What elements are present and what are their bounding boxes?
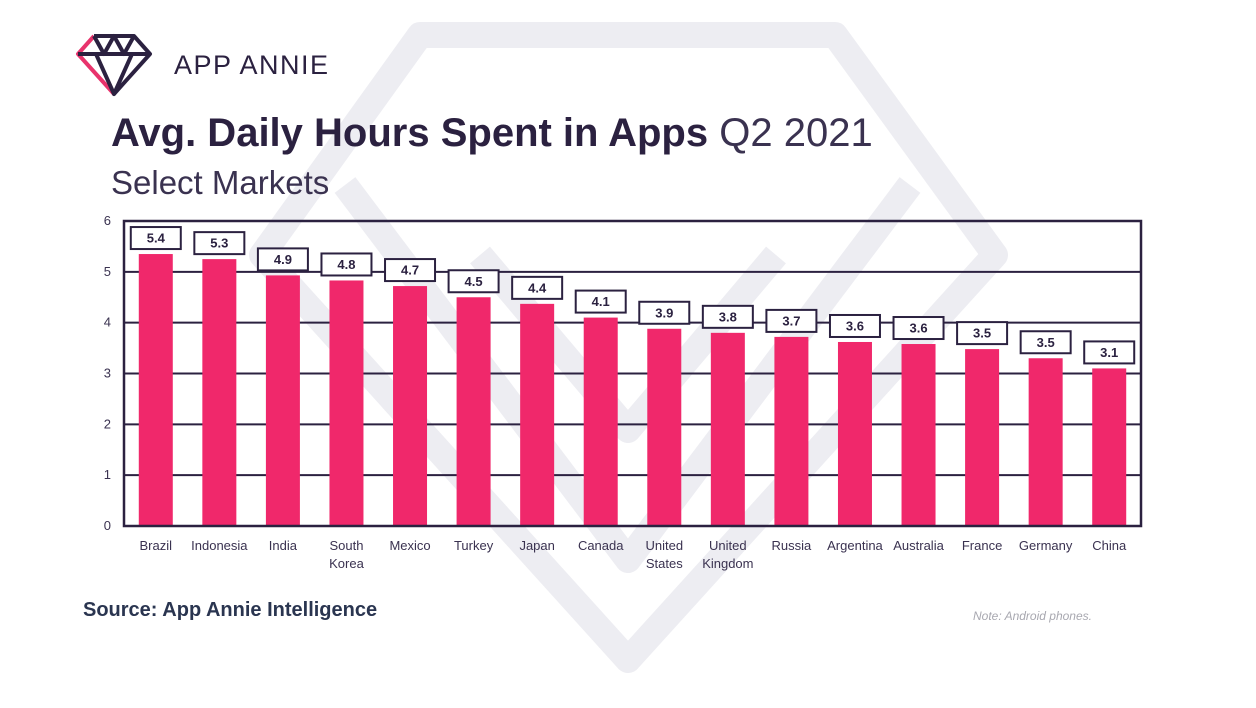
brand-header: APP ANNIE [74,30,330,100]
note-text: Note: Android phones. [973,609,1092,623]
y-tick-label: 4 [104,315,111,330]
bar [1092,368,1127,526]
y-tick-label: 2 [104,416,111,431]
bar [837,341,872,526]
data-label-box [638,300,691,325]
bar [520,303,555,526]
x-tick-label: Indonesia [191,538,248,553]
bar [138,254,173,526]
data-label: 3.5 [1037,335,1055,350]
data-label: 3.1 [1100,345,1118,360]
bar [202,259,237,526]
x-tick-label: United [645,538,683,553]
x-tick-label: Brazil [140,538,173,553]
data-label-box [256,247,309,272]
x-tick-label: Argentina [827,538,883,553]
x-tick-label: Japan [519,538,554,553]
chart-title: Avg. Daily Hours Spent in Apps Q2 2021 [111,108,873,158]
x-tick-label: India [269,538,298,553]
data-label-box [892,316,945,341]
data-label: 5.4 [147,231,166,246]
x-tick-label: Germany [1019,538,1073,553]
x-tick-label: France [962,538,1002,553]
data-label-box [956,321,1009,346]
bar [774,336,809,526]
data-label: 4.8 [337,257,355,272]
data-label-box [1019,330,1072,355]
bar [456,297,491,526]
source-text: Source: App Annie Intelligence [83,599,378,621]
data-label-box [701,304,754,329]
plot-frame [122,219,1143,528]
x-tick-label: Korea [329,556,364,571]
x-tick-label: Mexico [389,538,430,553]
x-tick-label: China [1092,538,1127,553]
data-label: 4.4 [528,280,547,295]
bar [393,286,428,526]
data-label: 3.8 [719,309,737,324]
data-label: 3.6 [846,318,864,333]
x-tick-label: South [329,538,363,553]
data-label-box [765,308,818,333]
y-tick-label: 1 [104,467,111,482]
data-label: 4.9 [274,252,292,267]
data-label: 4.1 [592,294,610,309]
data-label: 3.9 [655,305,673,320]
data-label: 4.5 [465,274,483,289]
chart-title-period: Q2 2021 [719,111,873,155]
y-tick-label: 5 [104,264,111,279]
bar [901,344,936,526]
y-tick-label: 3 [104,366,111,381]
x-tick-label: United [709,538,747,553]
data-label-box [447,269,500,294]
bar [710,332,745,526]
chart-title-main: Avg. Daily Hours Spent in Apps [111,111,709,155]
data-label: 5.3 [210,236,228,251]
y-tick-label: 0 [104,518,111,533]
x-tick-label: Turkey [454,538,494,553]
bar [583,317,618,526]
data-label-box [828,313,881,338]
data-label: 3.6 [909,321,927,336]
x-tick-label: Russia [772,538,813,553]
data-label-box [320,252,373,277]
data-label-box [1083,340,1136,365]
data-label-box [193,231,246,256]
y-tick-label: 6 [104,213,111,228]
data-label: 3.7 [782,313,800,328]
x-tick-label: Australia [893,538,944,553]
data-label: 3.5 [973,326,991,341]
x-tick-label: Canada [578,538,624,553]
data-label-box [511,275,564,300]
x-tick-label: States [646,556,683,571]
data-label-box [574,289,627,314]
bar [1028,358,1063,526]
data-label-box [129,226,182,251]
chart-subtitle: Select Markets [111,164,330,201]
bar [647,328,682,526]
bar [265,275,300,526]
bar [329,280,364,526]
diamond-icon [76,34,152,96]
brand-name: APP ANNIE [174,49,330,80]
data-label: 4.7 [401,263,419,278]
data-label-box [384,258,437,283]
x-tick-label: Kingdom [702,556,753,571]
bar [965,349,1000,526]
